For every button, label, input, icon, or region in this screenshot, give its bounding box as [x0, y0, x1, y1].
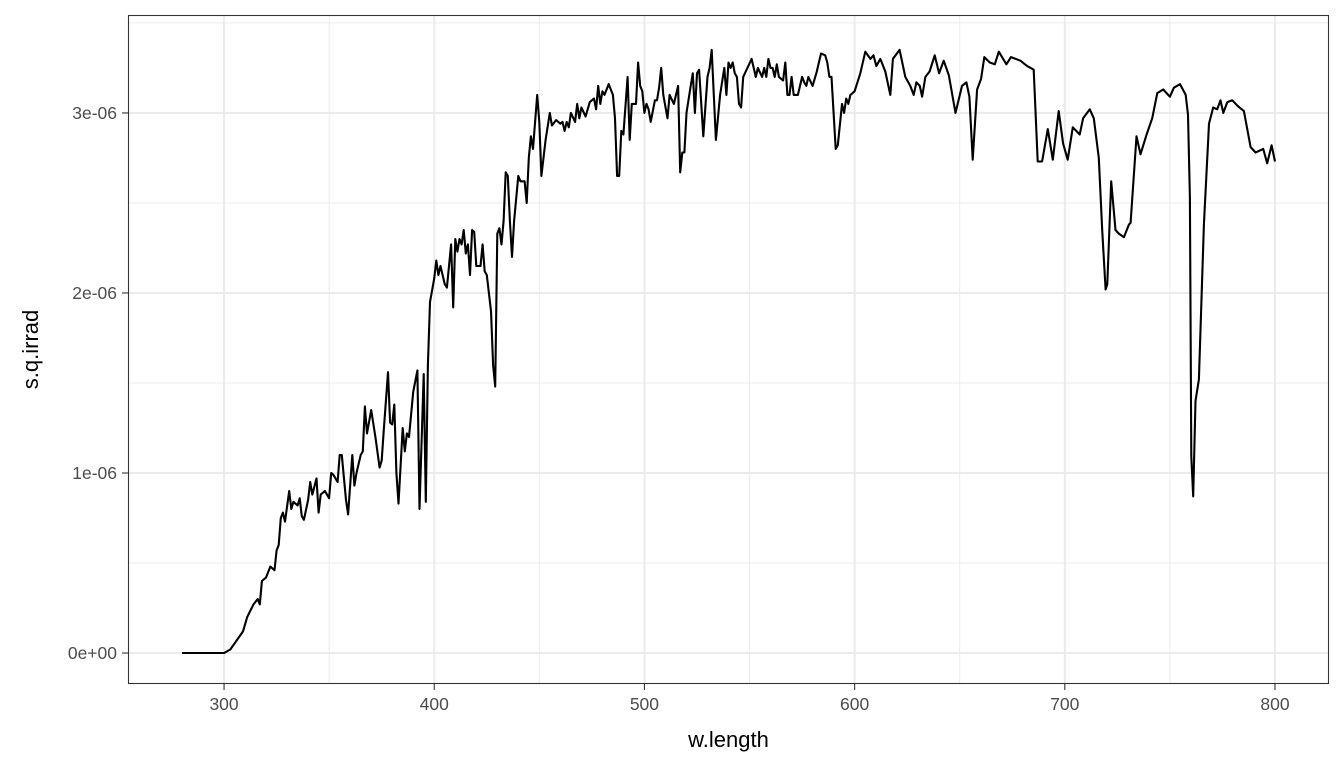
panel-border [127, 14, 1330, 685]
x-tick-label: 800 [1260, 694, 1289, 714]
x-tick-label: 300 [209, 694, 238, 714]
panel-background [128, 15, 1329, 684]
y-tick-label: 3e-06 [72, 103, 117, 123]
y-axis-label: s.q.irrad [18, 310, 43, 389]
x-tick-label: 600 [840, 694, 869, 714]
x-axis-label: w.length [687, 727, 769, 752]
major-gridlines [128, 15, 1329, 684]
x-tick-label: 500 [630, 694, 659, 714]
y-tick-label: 1e-06 [72, 463, 117, 483]
y-axis: 0e+00 1e-06 2e-06 3e-06 [68, 103, 128, 663]
x-tick-label: 700 [1050, 694, 1079, 714]
y-tick-label: 2e-06 [72, 283, 117, 303]
y-tick-label: 0e+00 [68, 643, 117, 663]
series-line [182, 48, 1277, 655]
x-tick-label: 400 [420, 694, 449, 714]
x-axis: 300 400 500 600 700 800 [209, 684, 1290, 714]
